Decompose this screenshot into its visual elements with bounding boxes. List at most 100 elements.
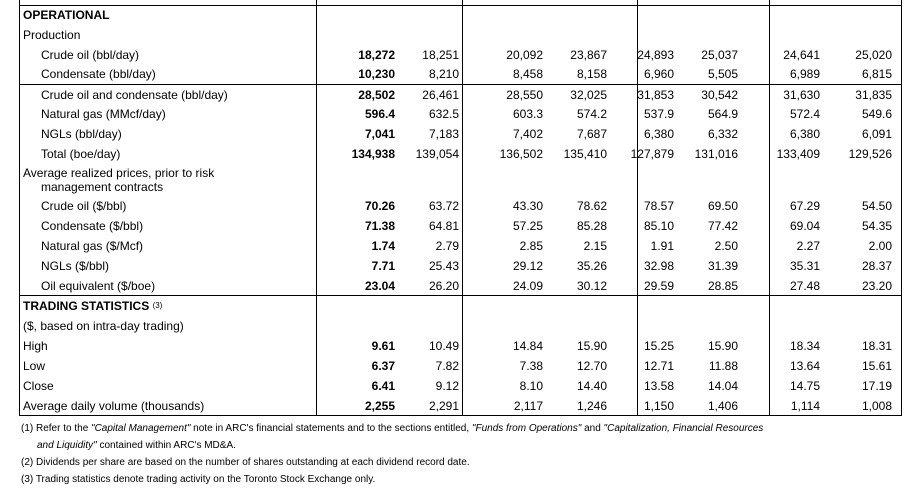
value-cell: 54.35 [861,219,892,233]
footnote-3: (3) Trading statistics denote trading ac… [21,474,376,485]
table-vertical-rule [462,0,463,416]
value-cell: 6.41 [371,379,395,393]
value-cell: 133,409 [776,147,820,161]
row-label: Condensate ($/bbl) [41,219,144,233]
value-cell: 85.10 [643,219,674,233]
table-row: Condensate ($/bbl) 71.38 64.81 57.25 85.28 85… [19,216,902,236]
value-cell: 30.12 [576,279,607,293]
table-vertical-rule [316,0,317,416]
value-cell: 2.27 [796,239,820,253]
value-cell: 2.00 [868,239,892,253]
row-label: Close [23,379,54,393]
value-cell: 77.42 [707,219,738,233]
value-cell: 12.70 [576,359,607,373]
footnote-italic: "Funds from Operations" [471,423,582,434]
row-label: Condensate (bbl/day) [41,67,156,81]
value-cell: 71.38 [364,219,395,233]
value-cell: 10.49 [428,339,459,353]
value-cell: 127,879 [630,147,674,161]
value-cell: 14.04 [707,379,738,393]
value-cell: 2.79 [435,239,459,253]
value-cell: 29.12 [512,259,543,273]
value-cell: 25,020 [855,48,892,62]
table-row: Oil equivalent ($/boe) 23.04 26.20 24.09 30.… [19,276,902,296]
value-cell: 564.9 [707,107,738,121]
value-cell: 6,815 [861,67,892,81]
value-cell: 574.2 [576,107,607,121]
value-cell: 15.90 [576,339,607,353]
value-cell: 32,025 [570,88,607,102]
value-cell: 2.50 [714,239,738,253]
value-cell: 11.88 [708,359,738,373]
row-label: Oil equivalent ($/boe) [41,279,156,293]
value-cell: 7,041 [364,127,395,141]
value-cell: 6,989 [789,67,820,81]
value-cell: 14.40 [576,379,607,393]
value-cell: 78.57 [643,199,674,213]
value-cell: 129,526 [848,147,892,161]
table-row: Crude oil ($/bbl) 70.26 63.72 43.30 78.62 78.… [19,196,902,216]
value-cell: 1.91 [650,239,674,253]
value-cell: 1,008 [861,399,892,413]
value-cell: 1.74 [371,239,395,253]
value-cell: 18,272 [358,48,395,62]
row-label: NGLs ($/bbl) [41,259,110,273]
section-operational: OPERATIONAL [19,5,902,25]
section-trading: TRADING STATISTICS (3) [19,296,902,316]
value-cell: 28.37 [861,259,892,273]
table-vertical-rule [637,0,638,416]
value-cell: 14.84 [512,339,543,353]
table-horizontal-rule [19,415,902,416]
footnote-text: (1) Refer to the [21,423,92,434]
footnote-text: and [581,423,604,434]
value-cell: 9.61 [371,339,395,353]
value-cell: 7,687 [576,127,607,141]
table-row: Close 6.41 9.12 8.10 14.40 13.58 14.04 14.75 17.… [19,376,902,396]
value-cell: 8.10 [519,379,543,393]
value-cell: 139,054 [415,147,459,161]
table-row: ($, based on intra-day trading) [19,316,902,336]
row-label: Crude oil and condensate (bbl/day) [41,88,228,102]
value-cell: 6,380 [789,127,820,141]
table-horizontal-rule [19,295,902,296]
value-cell: 9.12 [435,379,459,393]
row-label: NGLs (bbl/day) [41,127,122,141]
value-cell: 31,630 [783,88,820,102]
value-cell: 632.5 [428,107,459,121]
table-row: Crude oil (bbl/day) 18,272 18,251 20,092 23,… [19,45,902,65]
value-cell: 20,092 [506,48,543,62]
value-cell: 572.4 [789,107,820,121]
value-cell: 23,867 [570,48,607,62]
value-cell: 30,542 [701,88,738,102]
value-cell: 85.28 [576,219,607,233]
value-cell: 18,251 [422,48,459,62]
value-cell: 596.4 [364,107,395,121]
value-cell: 26.20 [428,279,459,293]
value-cell: 24,641 [783,48,820,62]
table-row: Low 6.37 7.82 7.38 12.70 12.71 11.88 13.64 15.61 [19,356,902,376]
value-cell: 67.29 [789,199,820,213]
financial-table: OPERATIONAL TRADING STATISTICS (3) Produ… [19,0,902,416]
value-cell: 25,037 [701,48,738,62]
value-cell: 35.26 [576,259,607,273]
value-cell: 63.72 [428,199,459,213]
value-cell: 78.62 [576,199,607,213]
row-label: Total (boe/day) [41,147,121,161]
value-cell: 35.31 [789,259,820,273]
row-label: Production [23,28,81,42]
row-label: High [23,339,48,353]
value-cell: 2,117 [513,399,543,413]
footnote-1: (1) Refer to the "Capital Management" no… [21,420,901,437]
row-label: Crude oil (bbl/day) [41,48,140,62]
value-cell: 15.61 [861,359,892,373]
value-cell: 25.43 [428,259,459,273]
table-vertical-rule [769,0,770,416]
value-cell: 70.26 [364,199,395,213]
row-label: Average realized prices, prior to risk [23,166,215,180]
row-label-continued: management contracts [41,180,164,194]
value-cell: 134,938 [351,147,395,161]
footnotes: (1) Refer to the "Capital Management" no… [21,420,901,488]
value-cell: 27.48 [789,279,820,293]
value-cell: 18.31 [861,339,892,353]
value-cell: 1,406 [707,399,738,413]
